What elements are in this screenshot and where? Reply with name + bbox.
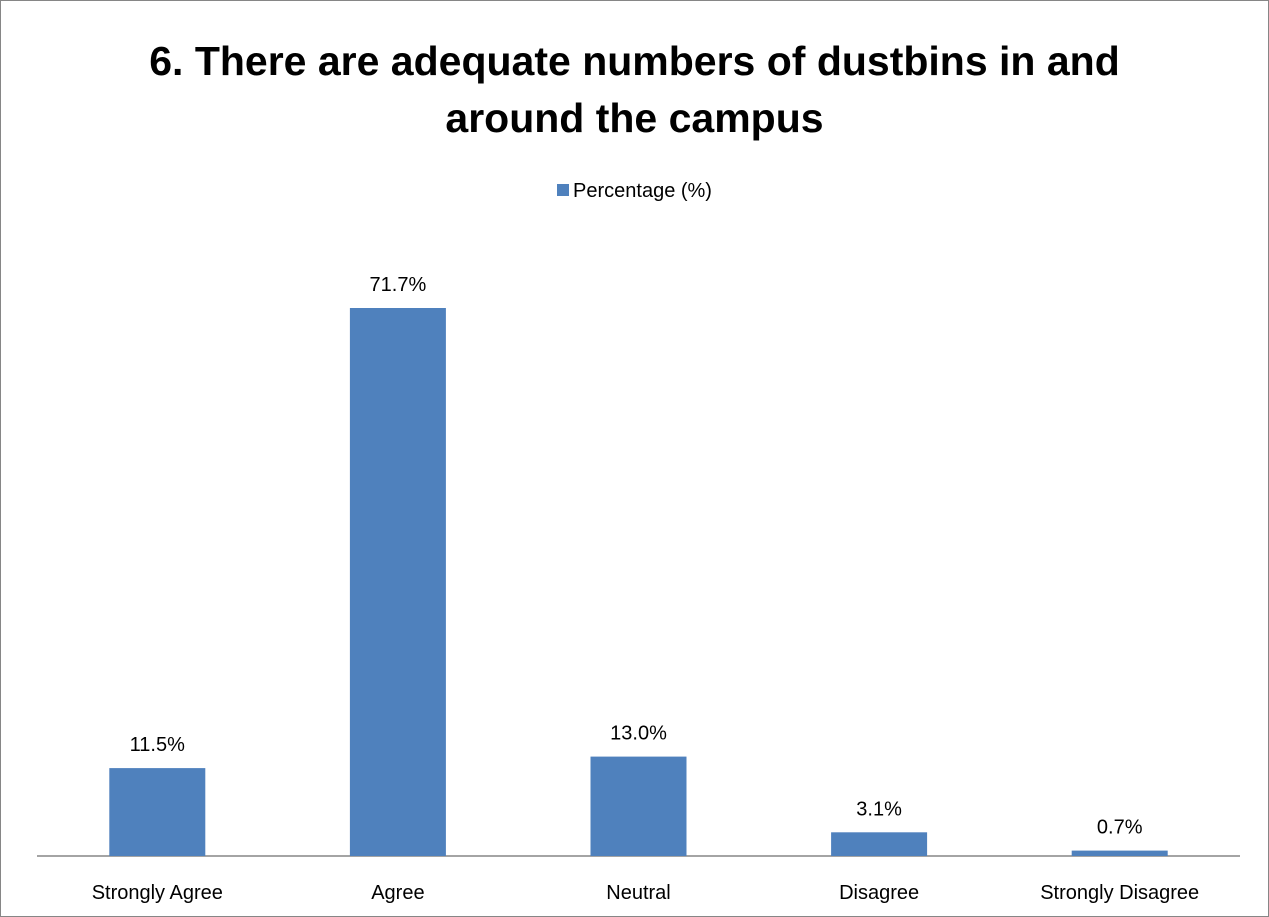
chart-legend: Percentage (%) xyxy=(1,177,1268,205)
bars-group: 11.5% Strongly Agree 71.7% Agree 13.0% Neutra… xyxy=(92,274,1199,904)
data-label: 11.5% xyxy=(130,734,185,756)
bar-strongly-disagree xyxy=(1071,850,1168,856)
bar-neutral xyxy=(590,756,687,856)
data-label: 13.0% xyxy=(610,723,667,745)
x-tick-label: Agree xyxy=(371,882,424,904)
bar-strongly-agree xyxy=(109,768,206,856)
x-tick-label: Strongly Agree xyxy=(92,882,223,904)
data-label: 0.7% xyxy=(1097,817,1143,839)
legend-swatch xyxy=(557,184,570,196)
bar-disagree xyxy=(831,832,928,856)
data-label: 71.7% xyxy=(370,274,427,296)
chart-title-line-1: 6. There are adequate numbers of dustbin… xyxy=(149,38,1120,84)
x-tick-label: Strongly Disagree xyxy=(1040,882,1199,904)
chart-title: 6. There are adequate numbers of dustbin… xyxy=(1,33,1268,147)
x-tick-label: Neutral xyxy=(606,882,670,904)
chart-title-line-2: around the campus xyxy=(445,95,824,141)
data-label: 3.1% xyxy=(856,798,902,820)
legend-label: Percentage (%) xyxy=(573,180,712,202)
bar-agree xyxy=(349,308,446,856)
x-tick-label: Disagree xyxy=(839,882,919,904)
